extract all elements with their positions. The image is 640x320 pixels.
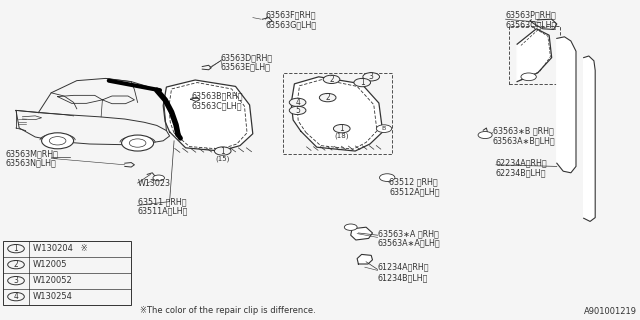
Text: 63563E〈LH〉: 63563E〈LH〉 (221, 63, 271, 72)
Circle shape (8, 260, 24, 269)
Text: 63511 〈RH〉: 63511 〈RH〉 (138, 197, 186, 206)
Text: 5: 5 (295, 106, 300, 115)
Circle shape (333, 124, 350, 133)
Polygon shape (351, 227, 372, 240)
Text: ※The color of the repair clip is difference.: ※The color of the repair clip is differe… (140, 306, 316, 315)
Circle shape (8, 292, 24, 301)
Polygon shape (517, 29, 552, 82)
Polygon shape (163, 80, 253, 151)
Text: 63563M〈RH〉: 63563M〈RH〉 (5, 149, 58, 158)
Bar (3, 241, 131, 305)
Text: 63563Q〈LH〉: 63563Q〈LH〉 (506, 20, 557, 29)
Text: (15): (15) (216, 155, 230, 162)
Polygon shape (357, 254, 372, 264)
Circle shape (344, 224, 357, 230)
Text: 63512A〈LH〉: 63512A〈LH〉 (389, 188, 440, 196)
Text: 2: 2 (13, 260, 19, 269)
Text: 62234B〈LH〉: 62234B〈LH〉 (496, 168, 547, 177)
Circle shape (319, 93, 336, 102)
Circle shape (354, 78, 371, 87)
Circle shape (380, 174, 395, 181)
Polygon shape (557, 37, 576, 173)
Circle shape (478, 132, 492, 139)
Circle shape (214, 147, 231, 155)
Text: 62234A〈RH〉: 62234A〈RH〉 (496, 159, 548, 168)
Circle shape (8, 276, 24, 285)
Text: 1: 1 (220, 147, 225, 156)
Text: 63563P〈RH〉: 63563P〈RH〉 (506, 10, 556, 19)
Text: 63512 〈RH〉: 63512 〈RH〉 (389, 177, 438, 186)
Text: 63563B〈RH〉: 63563B〈RH〉 (192, 92, 243, 100)
Text: 63563D〈RH〉: 63563D〈RH〉 (221, 53, 273, 62)
Text: W13023: W13023 (138, 179, 171, 188)
Text: 1: 1 (339, 124, 344, 133)
Circle shape (323, 75, 340, 84)
Text: 1: 1 (13, 244, 19, 253)
Text: (18): (18) (335, 133, 349, 139)
Polygon shape (584, 56, 595, 221)
Circle shape (8, 244, 24, 253)
Circle shape (289, 106, 306, 115)
Circle shape (376, 125, 392, 132)
Text: 63563G〈LH〉: 63563G〈LH〉 (266, 20, 317, 29)
Text: 61234B〈LH〉: 61234B〈LH〉 (378, 273, 428, 282)
Text: 2: 2 (325, 93, 330, 102)
Text: 63563F〈RH〉: 63563F〈RH〉 (266, 10, 316, 19)
Text: 4: 4 (13, 292, 19, 301)
Text: W120052: W120052 (33, 276, 72, 285)
Circle shape (153, 175, 164, 181)
Circle shape (363, 73, 380, 81)
Text: 2: 2 (329, 75, 334, 84)
Circle shape (122, 135, 154, 151)
Text: 3: 3 (369, 72, 374, 81)
Text: 4: 4 (295, 98, 300, 107)
Text: B: B (382, 126, 386, 131)
Text: W12005: W12005 (33, 260, 67, 269)
Text: 63563C〈LH〉: 63563C〈LH〉 (192, 102, 243, 111)
Circle shape (521, 73, 536, 81)
Text: 3: 3 (13, 276, 19, 285)
Text: A901001219: A901001219 (584, 308, 637, 316)
Text: W130254: W130254 (33, 292, 72, 301)
Polygon shape (291, 77, 383, 151)
Circle shape (289, 98, 306, 107)
Text: 61234A〈RH〉: 61234A〈RH〉 (378, 263, 429, 272)
Text: 63511A〈LH〉: 63511A〈LH〉 (138, 207, 188, 216)
Text: 1: 1 (360, 78, 365, 87)
Text: 63563A∗A〈LH〉: 63563A∗A〈LH〉 (378, 239, 440, 248)
Text: W130204   ※: W130204 ※ (33, 244, 88, 253)
Text: 63563∗A 〈RH〉: 63563∗A 〈RH〉 (378, 229, 438, 238)
Text: 63563N〈LH〉: 63563N〈LH〉 (5, 159, 56, 168)
Circle shape (42, 133, 74, 149)
Text: 63563A∗B〈LH〉: 63563A∗B〈LH〉 (493, 136, 556, 145)
Text: 63563∗B 〈RH〉: 63563∗B 〈RH〉 (493, 127, 554, 136)
